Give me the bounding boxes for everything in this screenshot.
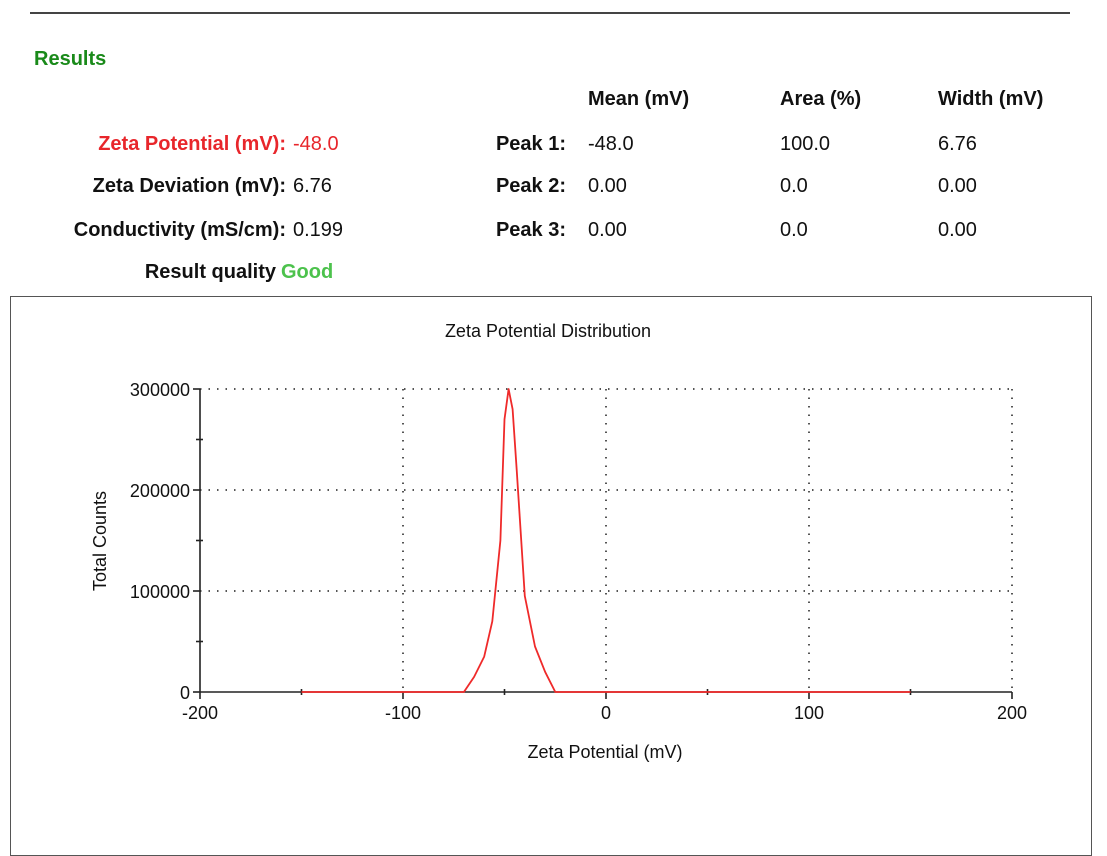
y-tick-label: 200000 [130,481,190,501]
zeta-deviation-value: 6.76 [293,175,332,197]
conductivity-label: Conductivity (mS/cm): [73,219,286,241]
mean-header: Mean (mV) [588,88,690,110]
peak-1-area: 100.0 [780,133,831,155]
conductivity-value: 0.199 [293,219,344,241]
x-tick-label: -200 [182,703,218,723]
peak-3-mean: 0.00 [588,219,627,241]
zeta-distribution-chart: Zeta Potential Distribution 0 100000 20000… [90,321,1027,762]
x-tick-label: 200 [997,703,1027,723]
x-tick-label: -100 [385,703,421,723]
x-tick-label: 100 [794,703,824,723]
x-axis-label: Zeta Potential (mV) [527,742,682,762]
peak-3-label: Peak 3: [495,219,566,241]
peak-3-width: 0.00 [938,219,977,241]
zeta-potential-label: Zeta Potential (mV): [98,133,286,155]
zeta-potential-value: -48.0 [293,133,339,155]
y-tick-label: 0 [180,683,190,703]
peak-2-label: Peak 2: [495,175,566,197]
width-header: Width (mV) [938,88,1044,110]
peak-3-area: 0.0 [780,219,808,241]
peak-1-mean: -48.0 [588,133,634,155]
distribution-line [301,388,911,693]
peak-2-area: 0.0 [780,175,808,197]
y-tick-label: 100000 [130,582,190,602]
area-header: Area (%) [780,88,862,110]
x-tick-label: 0 [601,703,611,723]
y-tick-label: 300000 [130,380,190,400]
chart-title: Zeta Potential Distribution [445,321,651,341]
y-axis-label: Total Counts [90,491,110,591]
result-quality-label: Result quality [144,261,276,283]
results-title: Results [34,48,107,70]
result-quality-value: Good [281,261,334,283]
zeta-deviation-label: Zeta Deviation (mV): [92,175,286,197]
peak-1-width: 6.76 [938,133,977,155]
peak-2-mean: 0.00 [588,175,627,197]
peak-2-width: 0.00 [938,175,977,197]
peak-1-label: Peak 1: [495,133,566,155]
top-divider [30,12,1070,14]
